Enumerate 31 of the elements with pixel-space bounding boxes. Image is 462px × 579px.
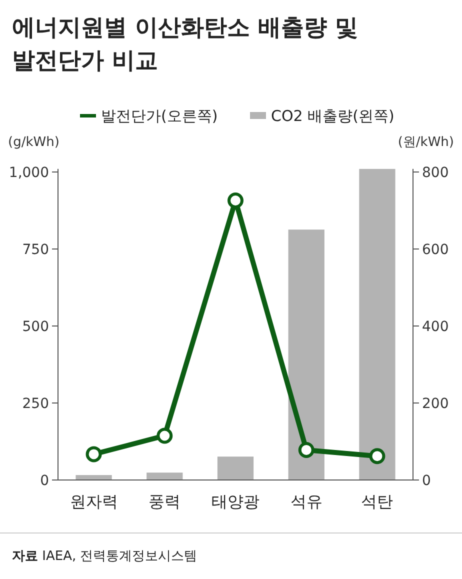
- x-tick-label: 원자력: [70, 492, 118, 511]
- point: [156, 428, 173, 444]
- legend-label: 발전단가(오른쪽): [101, 107, 218, 125]
- y-tick-label: 0: [40, 473, 49, 489]
- x-tick-label: 석탄: [361, 492, 394, 511]
- x-tick-label: 석유: [290, 492, 322, 511]
- bar: [76, 475, 112, 480]
- point: [298, 442, 314, 458]
- x-tick-label: 풍력: [148, 492, 181, 511]
- y2-tick-label: 0: [422, 473, 431, 489]
- y-tick-label: 750: [22, 242, 49, 258]
- legend-label: CO2 배출량(왼쪽): [271, 107, 394, 125]
- y2-tick-label: 400: [422, 319, 449, 335]
- y-tick-label: 500: [22, 319, 49, 335]
- bar: [288, 230, 324, 480]
- text: 자료 IAEA, 전력통계정보시스템: [12, 549, 198, 564]
- point: [86, 446, 102, 462]
- y2-tick-label: 600: [422, 242, 449, 258]
- bar: [217, 456, 254, 480]
- chart-title: 에너지원별 이산화탄소 배출량 및 발전단가 비교: [12, 15, 358, 74]
- point: [228, 192, 244, 208]
- point: [369, 448, 386, 464]
- y2-tick-label: 200: [422, 396, 449, 412]
- bar: [359, 168, 396, 480]
- y-tick-label: 1,000: [8, 165, 49, 181]
- x-tick-label: 태양광: [212, 492, 260, 511]
- y2-tick-label: 800: [422, 165, 449, 181]
- bar: [146, 472, 183, 480]
- y2-axis-title: (원/kWh): [398, 135, 454, 150]
- y-tick-label: 250: [22, 396, 49, 412]
- y-axis-title: (g/kWh): [8, 135, 60, 150]
